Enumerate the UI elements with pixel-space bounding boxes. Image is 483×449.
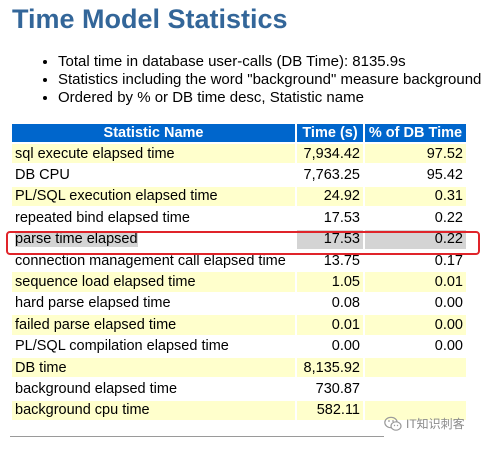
table-row[interactable]: hard parse elapsed time 0.08 0.00 (12, 293, 466, 314)
cell-time-seconds: 13.75 (297, 250, 363, 271)
cell-statistic-name: hard parse elapsed time (12, 293, 295, 314)
selected-text: parse time elapsed (15, 231, 138, 248)
cell-statistic-name: failed parse elapsed time (12, 315, 295, 335)
cell-pct-db-time (365, 357, 466, 378)
watermark-text: IT知识刺客 (406, 417, 465, 431)
cell-statistic-name: repeated bind elapsed time (12, 208, 295, 228)
watermark: IT知识刺客 (384, 415, 465, 432)
summary-item: Total time in database user-calls (DB Ti… (58, 53, 481, 71)
cell-statistic-name: DB CPU (12, 165, 295, 185)
cell-time-seconds: 730.87 (297, 379, 363, 399)
horizontal-rule (10, 436, 384, 437)
cell-pct-db-time: 0.17 (365, 250, 466, 271)
table-row[interactable]: background elapsed time 730.87 (12, 379, 466, 399)
cell-pct-db-time: 0.22 (365, 229, 466, 249)
cell-statistic-name: parse time elapsed (12, 229, 295, 249)
table-row[interactable]: parse time elapsed 17.53 0.22 (12, 229, 466, 249)
cell-time-seconds: 0.08 (297, 293, 363, 314)
cell-statistic-name: PL/SQL compilation elapsed time (12, 336, 295, 356)
table-row[interactable]: PL/SQL compilation elapsed time 0.00 0.00 (12, 336, 466, 356)
cell-time-seconds: 24.92 (297, 186, 363, 207)
cell-time-seconds: 8,135.92 (297, 357, 363, 378)
cell-statistic-name: sequence load elapsed time (12, 272, 295, 292)
time-model-table: Statistic Name Time (s) % of DB Time sql… (10, 122, 468, 422)
cell-pct-db-time (365, 379, 466, 399)
table-header-row: Statistic Name Time (s) % of DB Time (12, 124, 466, 142)
cell-pct-db-time: 0.00 (365, 336, 466, 356)
page-title: Time Model Statistics (12, 4, 288, 34)
summary-item: Ordered by % or DB time desc, Statistic … (58, 89, 481, 107)
table-row[interactable]: DB CPU 7,763.25 95.42 (12, 165, 466, 185)
cell-statistic-name: background cpu time (12, 400, 295, 421)
cell-pct-db-time: 0.00 (365, 293, 466, 314)
column-header-pct-db-time[interactable]: % of DB Time (365, 124, 466, 142)
cell-pct-db-time: 95.42 (365, 165, 466, 185)
cell-pct-db-time: 97.52 (365, 144, 466, 164)
table-row[interactable]: background cpu time 582.11 (12, 400, 466, 421)
cell-time-seconds: 582.11 (297, 400, 363, 421)
cell-statistic-name: sql execute elapsed time (12, 144, 295, 164)
cell-time-seconds: 7,934.42 (297, 144, 363, 164)
cell-statistic-name: DB time (12, 357, 295, 378)
cell-pct-db-time: 0.01 (365, 272, 466, 292)
table-row[interactable]: connection management call elapsed time 1… (12, 250, 466, 271)
table-row[interactable]: PL/SQL execution elapsed time 24.92 0.31 (12, 186, 466, 207)
cell-time-seconds: 17.53 (297, 208, 363, 228)
cell-pct-db-time (365, 400, 466, 421)
cell-time-seconds: 7,763.25 (297, 165, 363, 185)
cell-pct-db-time: 0.00 (365, 315, 466, 335)
cell-time-seconds: 17.53 (297, 229, 363, 249)
wechat-icon (384, 416, 402, 432)
table-row[interactable]: repeated bind elapsed time 17.53 0.22 (12, 208, 466, 228)
table-row[interactable]: DB time 8,135.92 (12, 357, 466, 378)
table-row[interactable]: sql execute elapsed time 7,934.42 97.52 (12, 144, 466, 164)
cell-statistic-name: connection management call elapsed time (12, 250, 295, 271)
column-header-time[interactable]: Time (s) (297, 124, 363, 142)
table-row[interactable]: failed parse elapsed time 0.01 0.00 (12, 315, 466, 335)
cell-statistic-name: background elapsed time (12, 379, 295, 399)
summary-item: Statistics including the word "backgroun… (58, 71, 481, 89)
table-row[interactable]: sequence load elapsed time 1.05 0.01 (12, 272, 466, 292)
cell-statistic-name: PL/SQL execution elapsed time (12, 186, 295, 207)
cell-time-seconds: 1.05 (297, 272, 363, 292)
cell-pct-db-time: 0.31 (365, 186, 466, 207)
cell-time-seconds: 0.01 (297, 315, 363, 335)
table-body: sql execute elapsed time 7,934.42 97.52 DB … (12, 144, 466, 421)
summary-list: Total time in database user-calls (DB Ti… (0, 53, 481, 107)
cell-pct-db-time: 0.22 (365, 208, 466, 228)
cell-time-seconds: 0.00 (297, 336, 363, 356)
column-header-statistic-name[interactable]: Statistic Name (12, 124, 295, 142)
